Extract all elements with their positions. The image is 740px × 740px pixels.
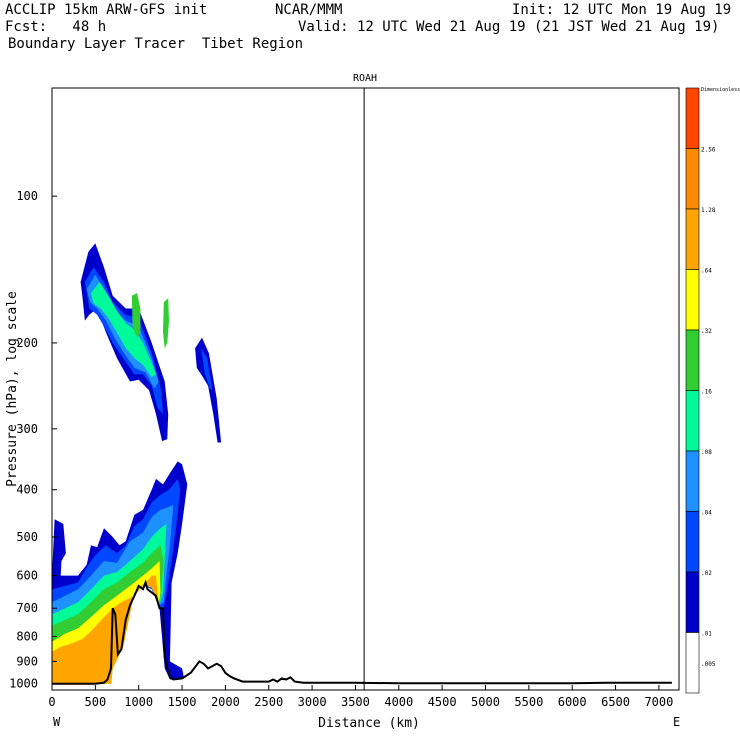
x-tick-label: 1500	[168, 695, 197, 709]
west-label: W	[53, 715, 61, 729]
colorbar-label: .005	[701, 661, 716, 668]
x-tick-label: 6500	[601, 695, 630, 709]
tracer-contour	[91, 282, 156, 378]
header-org: NCAR/MMM	[275, 2, 343, 18]
x-tick-label: 5000	[471, 695, 500, 709]
plot-frame	[51, 87, 680, 691]
x-tick-label: 2000	[211, 695, 240, 709]
tracer-fills	[52, 243, 222, 684]
y-tick-label: 200	[16, 336, 38, 350]
header-init: Init: 12 UTC Mon 19 Aug 19	[512, 2, 732, 18]
y-tick-label: 600	[16, 569, 38, 583]
y-tick-label: 800	[16, 629, 38, 643]
colorbar-label: .32	[701, 328, 712, 335]
y-tick-label: 300	[16, 422, 38, 436]
colorbar-label: .08	[701, 449, 712, 456]
colorbar-label: .64	[701, 268, 712, 275]
colorbar-swatch	[685, 87, 700, 149]
header-model: ACCLIP 15km ARW-GFS init	[5, 2, 208, 18]
colorbar-swatch	[685, 571, 700, 633]
colorbar-label: Dimensionless	[701, 87, 740, 93]
colorbar-label: 1.28	[701, 207, 716, 214]
y-tick-label: 400	[16, 483, 38, 497]
tracer-contour	[131, 293, 141, 338]
y-tick-label: 100	[16, 189, 38, 203]
y-tick-label: 900	[16, 654, 38, 668]
y-tick-label: 500	[16, 530, 38, 544]
tracer-contour	[163, 298, 169, 349]
x-tick-label: 4500	[428, 695, 457, 709]
tracer-contour	[201, 348, 213, 391]
tracer-contour	[195, 337, 222, 443]
colorbar-swatch	[685, 632, 700, 694]
colorbar-swatch	[685, 511, 700, 573]
header-subtitle: Boundary Layer Tracer Tibet Region	[8, 36, 304, 52]
y-tick-label: 700	[16, 601, 38, 615]
x-tick-label: 6000	[558, 695, 587, 709]
x-axis-label: Distance (km)	[318, 716, 420, 731]
y-axis-label: Pressure (hPa), log scale	[5, 291, 20, 487]
colorbar: Dimensionless 2.56 1.28 .64 .32 .16 .08 .04 .02.…	[685, 87, 740, 694]
colorbar-swatch	[685, 148, 700, 210]
colorbar-swatch	[685, 269, 700, 331]
colorbar-swatch	[685, 208, 700, 270]
colorbar-label: .01	[701, 631, 712, 638]
colorbar-swatch	[685, 450, 700, 512]
east-label: E	[673, 715, 680, 729]
header-fcst: Fcst: 48 h	[5, 19, 107, 35]
x-tick-label: 2500	[254, 695, 283, 709]
x-tick-label: 4000	[384, 695, 413, 709]
y-tick-label: 1000	[9, 677, 38, 691]
colorbar-label: .02	[701, 570, 712, 577]
x-tick-label: 3500	[341, 695, 370, 709]
colorbar-swatch	[685, 329, 700, 391]
chart-title: ROAH	[353, 73, 377, 84]
x-tick-label: 3000	[298, 695, 327, 709]
x-tick-label: 0	[48, 695, 55, 709]
header-valid: Valid: 12 UTC Wed 21 Aug 19 (21 JST Wed …	[298, 19, 720, 35]
x-tick-label: 5500	[514, 695, 543, 709]
colorbar-swatch	[685, 390, 700, 452]
colorbar-label: 2.56	[701, 147, 716, 154]
terrain-line	[52, 579, 672, 685]
x-tick-label: 7000	[644, 695, 673, 709]
colorbar-label: .04	[701, 510, 712, 517]
x-tick-label: 500	[85, 695, 107, 709]
x-tick-label: 1000	[124, 695, 153, 709]
colorbar-label: .16	[701, 389, 712, 396]
